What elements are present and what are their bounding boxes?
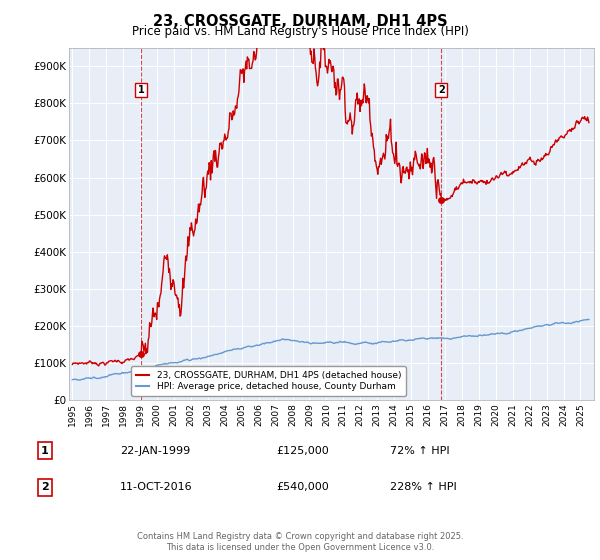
Text: Price paid vs. HM Land Registry's House Price Index (HPI): Price paid vs. HM Land Registry's House … <box>131 25 469 38</box>
Text: £125,000: £125,000 <box>276 446 329 456</box>
Text: 1: 1 <box>41 446 49 456</box>
Text: Contains HM Land Registry data © Crown copyright and database right 2025.
This d: Contains HM Land Registry data © Crown c… <box>137 532 463 552</box>
Text: 228% ↑ HPI: 228% ↑ HPI <box>390 482 457 492</box>
Text: 1: 1 <box>137 85 145 95</box>
Text: 22-JAN-1999: 22-JAN-1999 <box>120 446 190 456</box>
Legend: 23, CROSSGATE, DURHAM, DH1 4PS (detached house), HPI: Average price, detached ho: 23, CROSSGATE, DURHAM, DH1 4PS (detached… <box>131 366 406 396</box>
Text: 72% ↑ HPI: 72% ↑ HPI <box>390 446 449 456</box>
Text: 11-OCT-2016: 11-OCT-2016 <box>120 482 193 492</box>
Text: 23, CROSSGATE, DURHAM, DH1 4PS: 23, CROSSGATE, DURHAM, DH1 4PS <box>152 14 448 29</box>
Text: 2: 2 <box>438 85 445 95</box>
Text: 2: 2 <box>41 482 49 492</box>
Text: £540,000: £540,000 <box>276 482 329 492</box>
